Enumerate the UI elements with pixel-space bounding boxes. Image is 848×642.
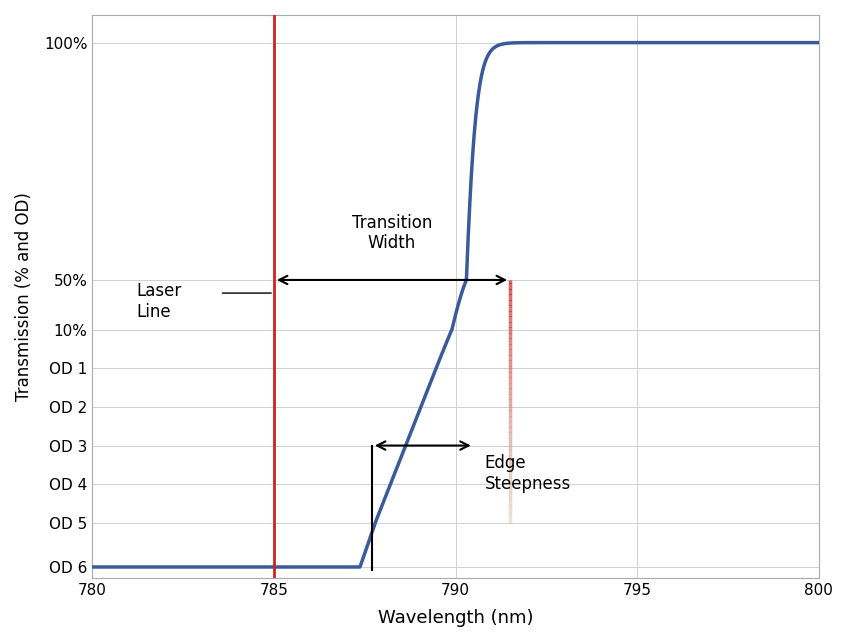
Text: Laser
Line: Laser Line	[136, 282, 181, 321]
X-axis label: Wavelength (nm): Wavelength (nm)	[377, 609, 533, 627]
Text: Transition
Width: Transition Width	[352, 214, 432, 252]
Y-axis label: Transmission (% and OD): Transmission (% and OD)	[15, 192, 33, 401]
Text: Edge
Steepness: Edge Steepness	[484, 454, 571, 492]
